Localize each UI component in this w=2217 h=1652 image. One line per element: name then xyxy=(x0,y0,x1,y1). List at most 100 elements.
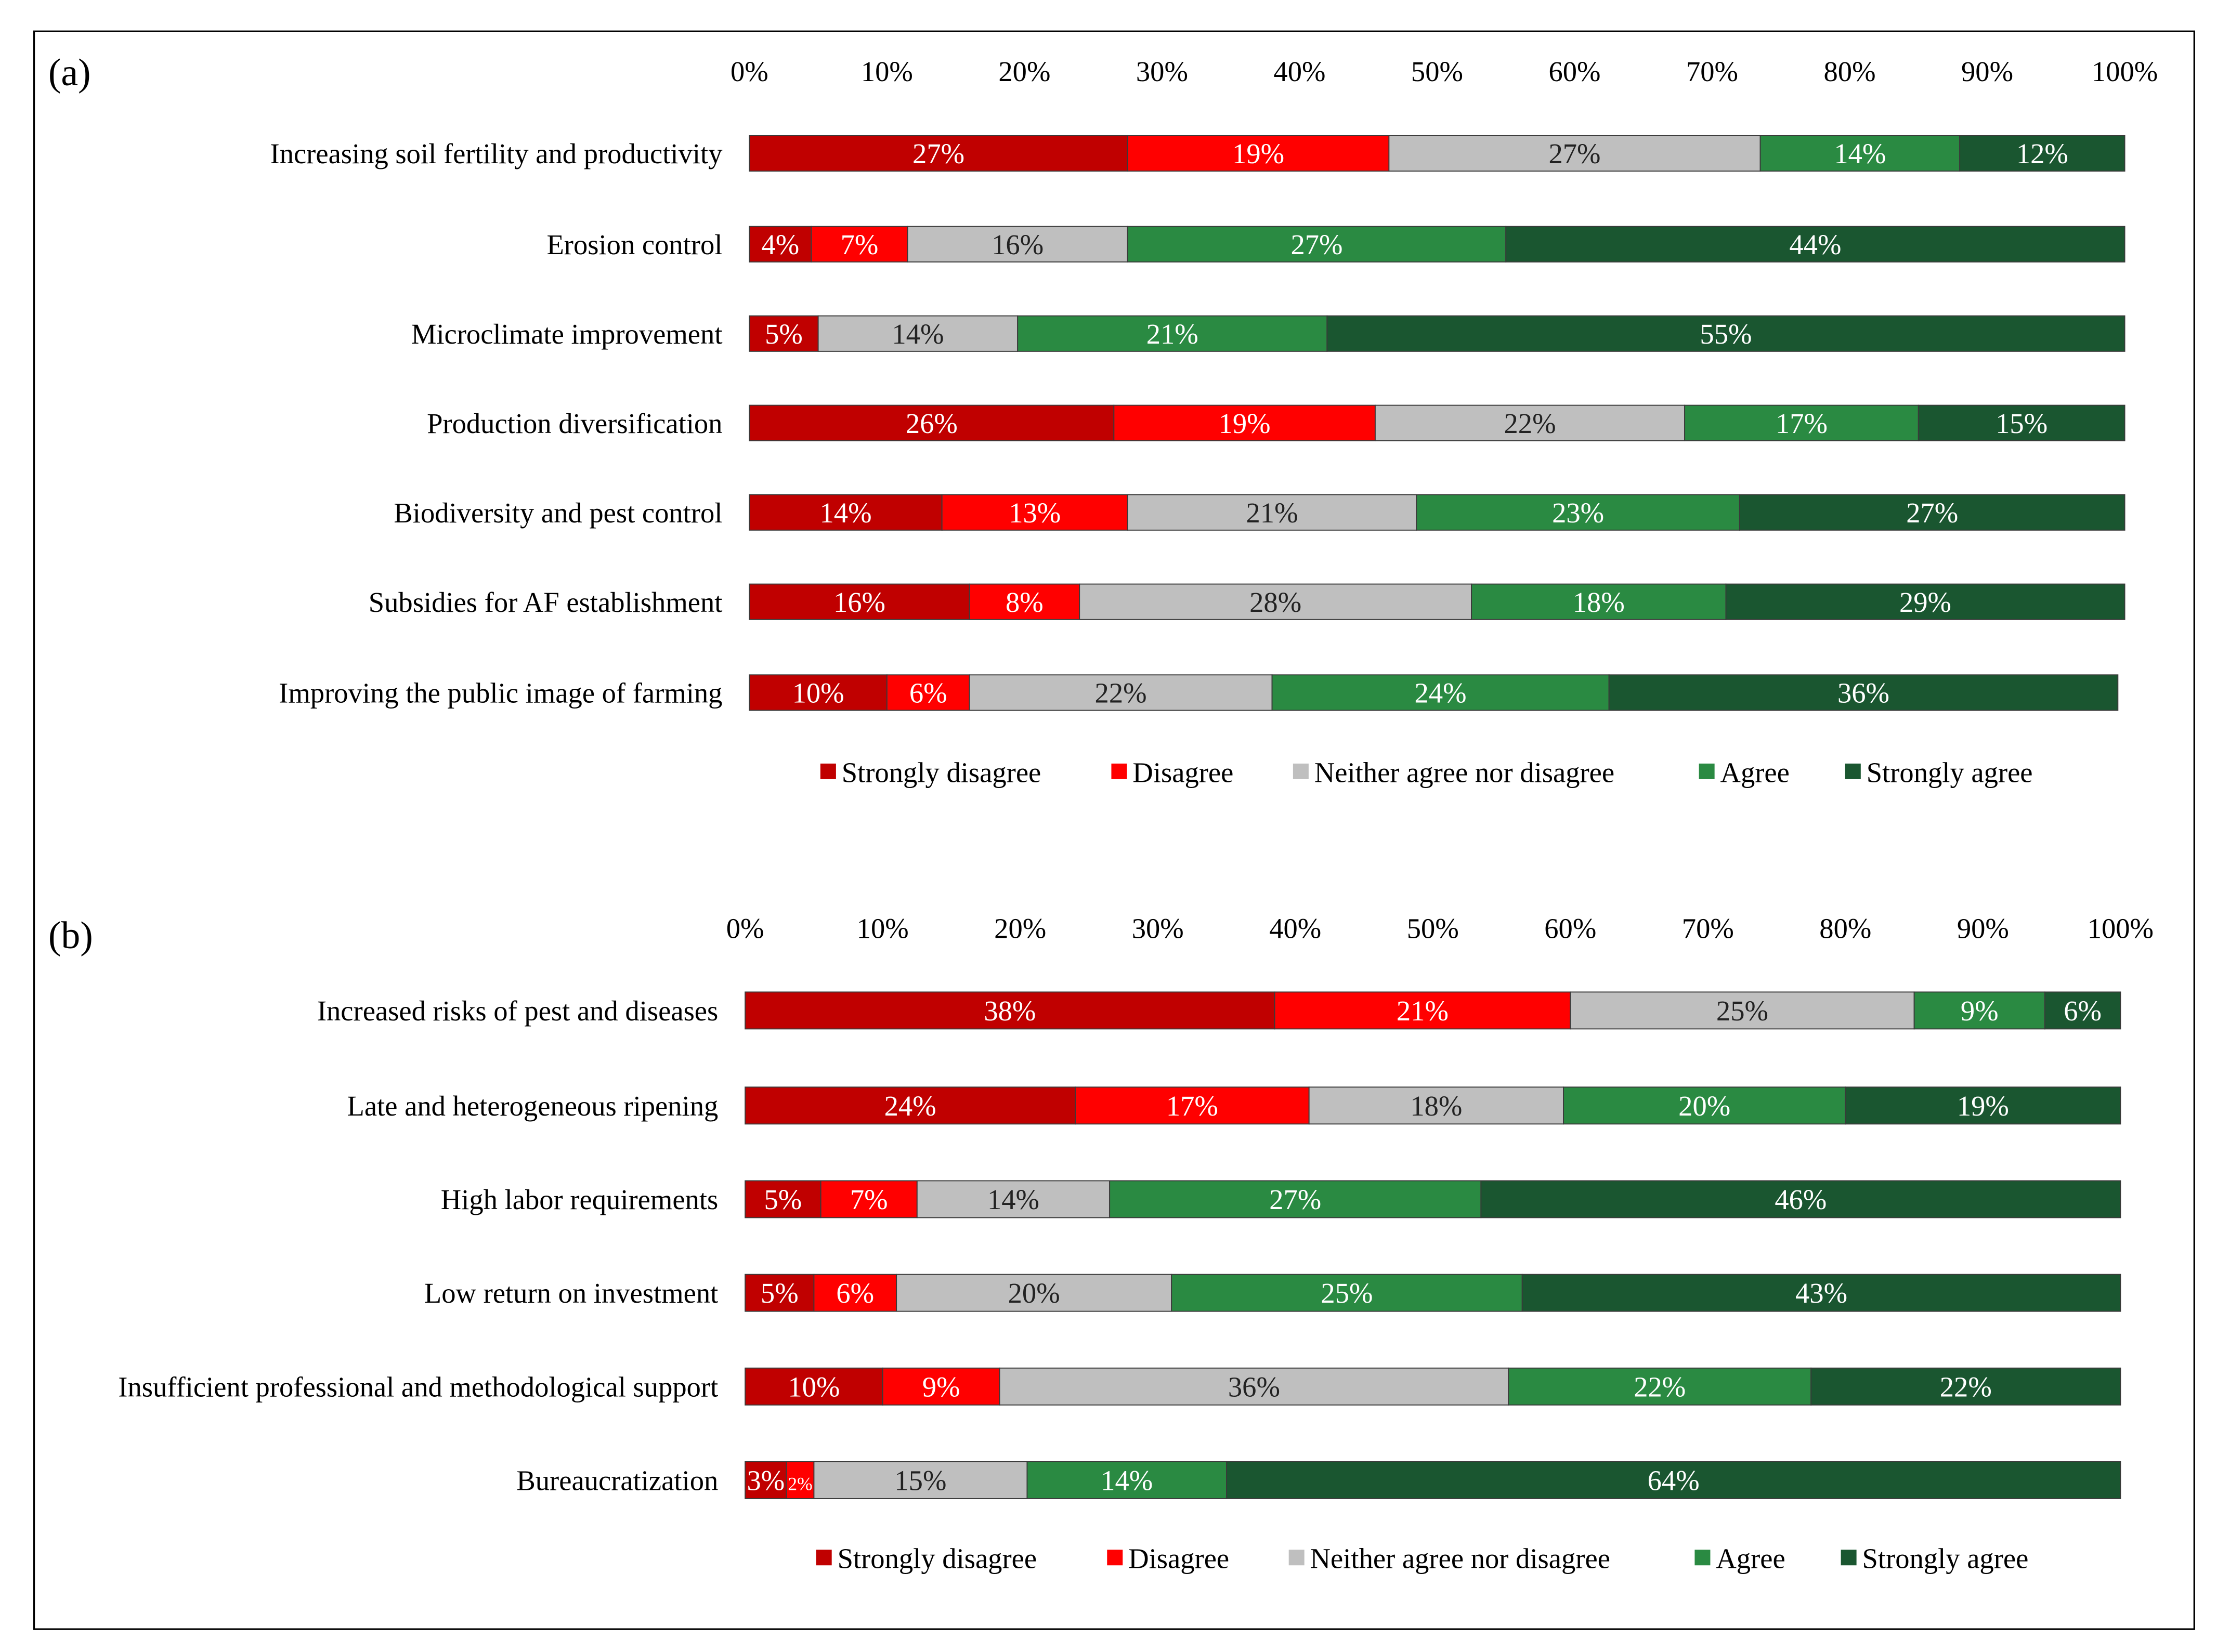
legend-label: Strongly disagree xyxy=(842,756,1041,788)
bar-segment xyxy=(1810,1367,2121,1406)
data-label: 10% xyxy=(792,677,844,709)
bar-row: Increasing soil fertility and productivi… xyxy=(270,135,2125,172)
legend-label: Neither agree nor disagree xyxy=(1314,756,1614,788)
data-label: 27% xyxy=(1269,1184,1321,1215)
bar-segment xyxy=(1608,674,2119,711)
bar-segment xyxy=(1521,1274,2121,1312)
bar-segment xyxy=(1388,135,1761,172)
bar-row: High labor requirements 5% 7% 14% 27% 46% xyxy=(441,1180,2121,1218)
bar-segment xyxy=(786,1461,815,1499)
axis-tick-label: 20% xyxy=(994,913,1046,945)
data-label: 8% xyxy=(1006,586,1044,618)
data-label: 7% xyxy=(850,1184,888,1215)
bar-segment xyxy=(749,226,812,263)
data-label: 5% xyxy=(764,1184,802,1215)
data-label: 9% xyxy=(922,1371,960,1402)
panel-a: (a) 0% 10% 20% 30% 40% 50% 60% 70% 80% 90% 100% Incr… xyxy=(48,51,2158,788)
data-label: 25% xyxy=(1716,995,1768,1027)
data-label: 7% xyxy=(841,229,879,260)
axis-tick-label: 60% xyxy=(1548,56,1600,87)
data-label: 21% xyxy=(1146,318,1198,350)
bar-segment xyxy=(745,1461,787,1499)
data-label: 4% xyxy=(761,229,799,260)
axis-tick-label: 50% xyxy=(1411,56,1463,87)
data-label: 27% xyxy=(1906,497,1958,529)
panel-b: (b) 0% 10% 20% 30% 40% 50% 60% 70% 80% 90% 100% Incr… xyxy=(48,913,2154,1575)
category-label: Late and heterogeneous ripening xyxy=(347,1090,719,1122)
legend-label: Agree xyxy=(1716,1543,1785,1575)
data-label: 36% xyxy=(1837,677,1889,709)
legend-swatch xyxy=(1293,763,1309,779)
category-label: Erosion control xyxy=(546,229,722,260)
axis-tick-label: 80% xyxy=(1819,913,1871,945)
axis-tick-label: 30% xyxy=(1136,56,1188,87)
legend-swatch xyxy=(816,1550,832,1566)
data-label: 3% xyxy=(747,1465,785,1497)
bar-segment xyxy=(1127,494,1417,531)
axis-tick-label: 0% xyxy=(731,56,768,87)
data-label: 44% xyxy=(1789,229,1841,260)
data-label: 38% xyxy=(984,995,1036,1027)
data-label: 6% xyxy=(836,1277,874,1309)
legend-swatch xyxy=(1699,763,1715,779)
data-label: 22% xyxy=(1940,1371,1992,1402)
data-label: 14% xyxy=(892,318,944,350)
bar-segment xyxy=(1171,1274,1523,1312)
bar-row: Erosion control 4% 7% 16% 27% 44% xyxy=(546,226,2125,263)
axis-tick-label: 20% xyxy=(998,56,1050,87)
legend-label: Disagree xyxy=(1128,1543,1229,1575)
axis-tick-label: 90% xyxy=(1957,913,2009,945)
bar-segment xyxy=(1739,494,2125,531)
legend-label: Disagree xyxy=(1132,756,1233,788)
data-label: 24% xyxy=(884,1090,936,1122)
bar-segment xyxy=(1127,135,1390,172)
category-label: Subsidies for AF establishment xyxy=(369,586,723,618)
data-label: 20% xyxy=(1678,1090,1730,1122)
bar-row: Biodiversity and pest control 14% 13% 21% 23… xyxy=(394,494,2125,531)
bar-segment xyxy=(916,1180,1111,1218)
legend-swatch xyxy=(1694,1550,1711,1566)
category-label: Biodiversity and pest control xyxy=(394,497,722,529)
bar-segment xyxy=(1918,404,2125,441)
data-label: 25% xyxy=(1321,1277,1373,1309)
axis-tick-label: 80% xyxy=(1823,56,1875,87)
bar-segment xyxy=(896,1274,1172,1312)
axis-tick-label: 70% xyxy=(1682,913,1734,945)
legend-label: Neither agree nor disagree xyxy=(1310,1543,1610,1575)
data-label: 46% xyxy=(1775,1184,1827,1215)
axis-tick-label: 10% xyxy=(861,56,913,87)
bar-segment xyxy=(1079,583,1472,620)
data-label: 27% xyxy=(912,138,964,169)
bar-segment xyxy=(749,494,943,531)
data-label: 23% xyxy=(1552,497,1604,529)
data-label: 16% xyxy=(992,229,1044,260)
axis-tick-label: 70% xyxy=(1686,56,1738,87)
data-label: 10% xyxy=(788,1371,840,1402)
bar-segment xyxy=(1959,135,2125,172)
axis-tick-label: 100% xyxy=(2092,56,2158,87)
data-label: 43% xyxy=(1795,1277,1847,1309)
bar-row: Bureaucratization 3% 2% 15% 14% 64% xyxy=(516,1461,2121,1499)
bar-segment xyxy=(811,226,908,263)
axis-tick-label: 40% xyxy=(1273,56,1325,87)
bar-segment xyxy=(1416,494,1740,531)
bar-segment xyxy=(907,226,1128,263)
data-label: 21% xyxy=(1246,497,1298,529)
bar-segment xyxy=(820,1180,918,1218)
bar-segment xyxy=(1759,135,1961,172)
data-label: 2% xyxy=(788,1474,812,1494)
bar-row: Improving the public image of farming 10%… xyxy=(279,674,2119,711)
bar-row: Subsidies for AF establishment 16% 8% 28% 18… xyxy=(369,583,2125,620)
bar-segment xyxy=(1374,404,1686,441)
category-label: Production diversification xyxy=(427,408,722,439)
bar-row: Insufficient professional and methodolog… xyxy=(118,1367,2121,1406)
bar-segment xyxy=(745,1274,815,1312)
figure-frame xyxy=(33,30,2195,1630)
bar-segment xyxy=(749,315,819,352)
axis-tick-label: 100% xyxy=(2088,913,2154,945)
bar-segment xyxy=(1570,991,1915,1030)
data-label: 6% xyxy=(2064,995,2102,1027)
axis-tick-label: 30% xyxy=(1132,913,1184,945)
bar-segment xyxy=(1308,1086,1564,1125)
